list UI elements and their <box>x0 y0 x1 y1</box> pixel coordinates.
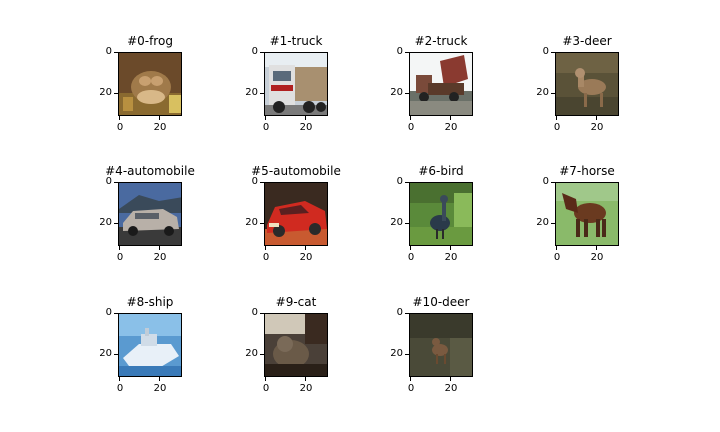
x-tick-label: 0 <box>407 122 415 133</box>
image-panel: #3-deer 0 20 0 20 <box>527 32 647 142</box>
y-tick-label: 20 <box>390 217 403 228</box>
y-tick-label: 0 <box>251 176 258 187</box>
image-panel: #6-bird 0 20 0 20 <box>381 162 501 272</box>
y-tick-label: 0 <box>396 307 403 318</box>
y-tick-label: 0 <box>105 46 112 57</box>
y-tick-label: 20 <box>536 87 549 98</box>
y-tick-label: 0 <box>251 307 258 318</box>
y-tick-label: 0 <box>105 307 112 318</box>
panel-title: #4-automobile <box>105 164 195 178</box>
panel-image-deer <box>555 52 619 116</box>
y-tick-label: 0 <box>251 46 258 57</box>
panel-image-cat <box>264 313 328 377</box>
panel-image-dump-truck <box>409 52 473 116</box>
y-tick-label: 20 <box>99 348 112 359</box>
image-panel: #1-truck 0 20 0 20 <box>236 32 356 142</box>
y-tick-label: 20 <box>99 217 112 228</box>
y-tick-label: 0 <box>105 176 112 187</box>
image-panel: #4-automobile 0 20 0 20 <box>90 162 210 272</box>
x-tick-label: 20 <box>153 252 167 263</box>
x-tick-label: 20 <box>590 122 604 133</box>
x-tick-label: 0 <box>553 252 561 263</box>
image-panel: #9-cat 0 20 0 20 <box>236 293 356 403</box>
x-tick-label: 20 <box>153 383 167 394</box>
panel-image-horse <box>555 182 619 246</box>
y-tick-label: 0 <box>542 46 549 57</box>
x-tick-label: 20 <box>444 383 458 394</box>
y-tick-label: 0 <box>396 176 403 187</box>
panel-image-deer-dark <box>409 313 473 377</box>
image-panel: #5-automobile 0 20 0 20 <box>236 162 356 272</box>
y-tick-label: 20 <box>390 348 403 359</box>
panel-title: #8-ship <box>126 295 174 309</box>
panel-image-ship <box>118 313 182 377</box>
panel-title: #1-truck <box>269 34 323 48</box>
x-tick-label: 20 <box>153 122 167 133</box>
x-tick-label: 0 <box>262 383 270 394</box>
panel-title: #7-horse <box>559 164 615 178</box>
x-tick-label: 20 <box>444 252 458 263</box>
y-tick-label: 20 <box>245 217 258 228</box>
panel-title: #5-automobile <box>251 164 341 178</box>
panel-title: #0-frog <box>127 34 173 48</box>
y-tick-label: 20 <box>390 87 403 98</box>
panel-image-truck <box>264 52 328 116</box>
panel-title: #6-bird <box>418 164 464 178</box>
y-tick-label: 20 <box>245 348 258 359</box>
panel-title: #2-truck <box>414 34 468 48</box>
x-tick-label: 20 <box>590 252 604 263</box>
x-tick-label: 0 <box>407 383 415 394</box>
x-tick-label: 0 <box>116 252 124 263</box>
panel-image-car-red <box>264 182 328 246</box>
panel-title: #10-deer <box>412 295 470 309</box>
x-tick-label: 0 <box>262 122 270 133</box>
y-tick-label: 20 <box>99 87 112 98</box>
image-panel: #2-truck 0 20 0 20 <box>381 32 501 142</box>
panel-title: #3-deer <box>562 34 612 48</box>
x-tick-label: 0 <box>262 252 270 263</box>
x-tick-label: 20 <box>299 252 313 263</box>
x-tick-label: 0 <box>116 383 124 394</box>
panel-title: #9-cat <box>275 295 317 309</box>
x-tick-label: 20 <box>444 122 458 133</box>
x-tick-label: 20 <box>299 383 313 394</box>
y-tick-label: 0 <box>542 176 549 187</box>
x-tick-label: 0 <box>553 122 561 133</box>
image-panel: #10-deer 0 20 0 20 <box>381 293 501 403</box>
x-tick-label: 0 <box>407 252 415 263</box>
image-panel: #0-frog 0 20 0 20 <box>90 32 210 142</box>
panel-image-car-silver <box>118 182 182 246</box>
x-tick-label: 0 <box>116 122 124 133</box>
panel-image-bird <box>409 182 473 246</box>
image-panel: #7-horse 0 20 0 20 <box>527 162 647 272</box>
y-tick-label: 20 <box>245 87 258 98</box>
y-tick-label: 20 <box>536 217 549 228</box>
x-tick-label: 20 <box>299 122 313 133</box>
panel-image-frog <box>118 52 182 116</box>
y-tick-label: 0 <box>396 46 403 57</box>
image-panel: #8-ship 0 20 0 20 <box>90 293 210 403</box>
